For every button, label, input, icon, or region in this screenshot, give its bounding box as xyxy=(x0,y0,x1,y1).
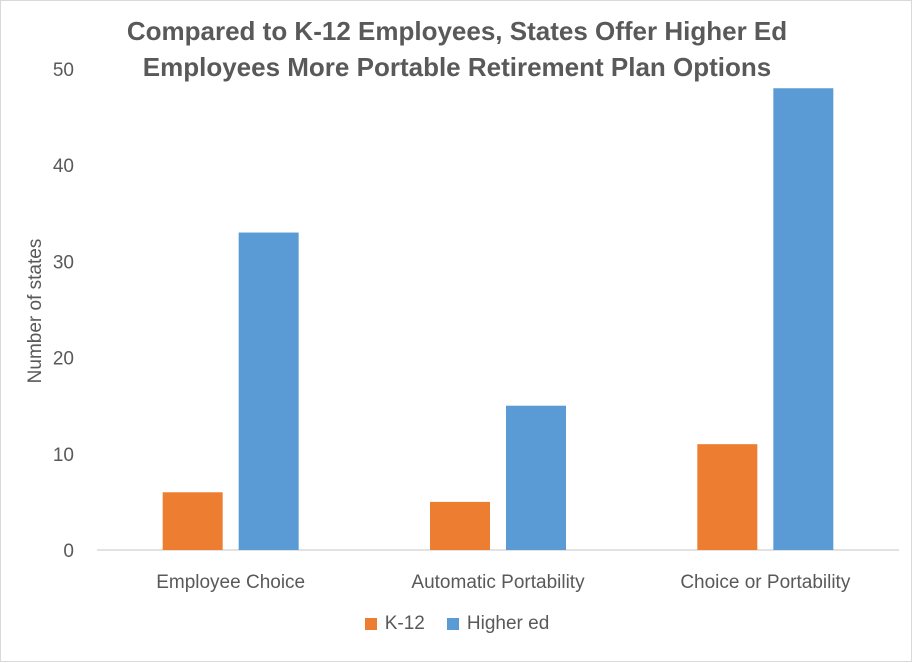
x-category-label: Automatic Portability xyxy=(411,572,585,593)
chart-title-line-1: Compared to K-12 Employees, States Offer… xyxy=(126,16,788,46)
y-tick-label: 0 xyxy=(63,541,74,562)
y-axis-label: Number of states xyxy=(25,239,46,384)
legend: K-12 Higher ed xyxy=(1,613,912,635)
y-tick-label: 50 xyxy=(53,60,74,81)
y-tick-label: 40 xyxy=(53,156,74,177)
y-tick-label: 10 xyxy=(53,445,74,466)
bar-higher-ed xyxy=(773,88,834,551)
category-labels: Employee Choice Automatic Portability Choi… xyxy=(156,572,851,593)
legend-item-higher-ed: Higher ed xyxy=(446,613,550,635)
bar-k12 xyxy=(162,492,223,550)
x-category-label: Choice or Portability xyxy=(680,572,851,593)
y-axis-ticks: 0 10 20 30 40 50 xyxy=(53,60,74,562)
bar-k12 xyxy=(697,444,758,550)
legend-swatch-k12 xyxy=(364,618,377,630)
bars-group xyxy=(162,88,834,551)
legend-swatch-higher-ed xyxy=(446,618,459,630)
legend-label-higher-ed: Higher ed xyxy=(466,613,550,634)
bar-k12 xyxy=(430,501,490,550)
y-tick-label: 20 xyxy=(53,349,74,370)
x-category-label: Employee Choice xyxy=(156,572,305,593)
y-tick-label: 30 xyxy=(53,252,74,273)
chart-title: Compared to K-12 Employees, States Offer… xyxy=(1,13,912,85)
chart-title-line-2: Employees More Portable Retirement Plan … xyxy=(142,52,772,82)
legend-label-k12: K-12 xyxy=(384,613,425,634)
bar-higher-ed xyxy=(506,405,566,550)
legend-item-k12: K-12 xyxy=(364,613,425,635)
bar-higher-ed xyxy=(238,232,299,551)
